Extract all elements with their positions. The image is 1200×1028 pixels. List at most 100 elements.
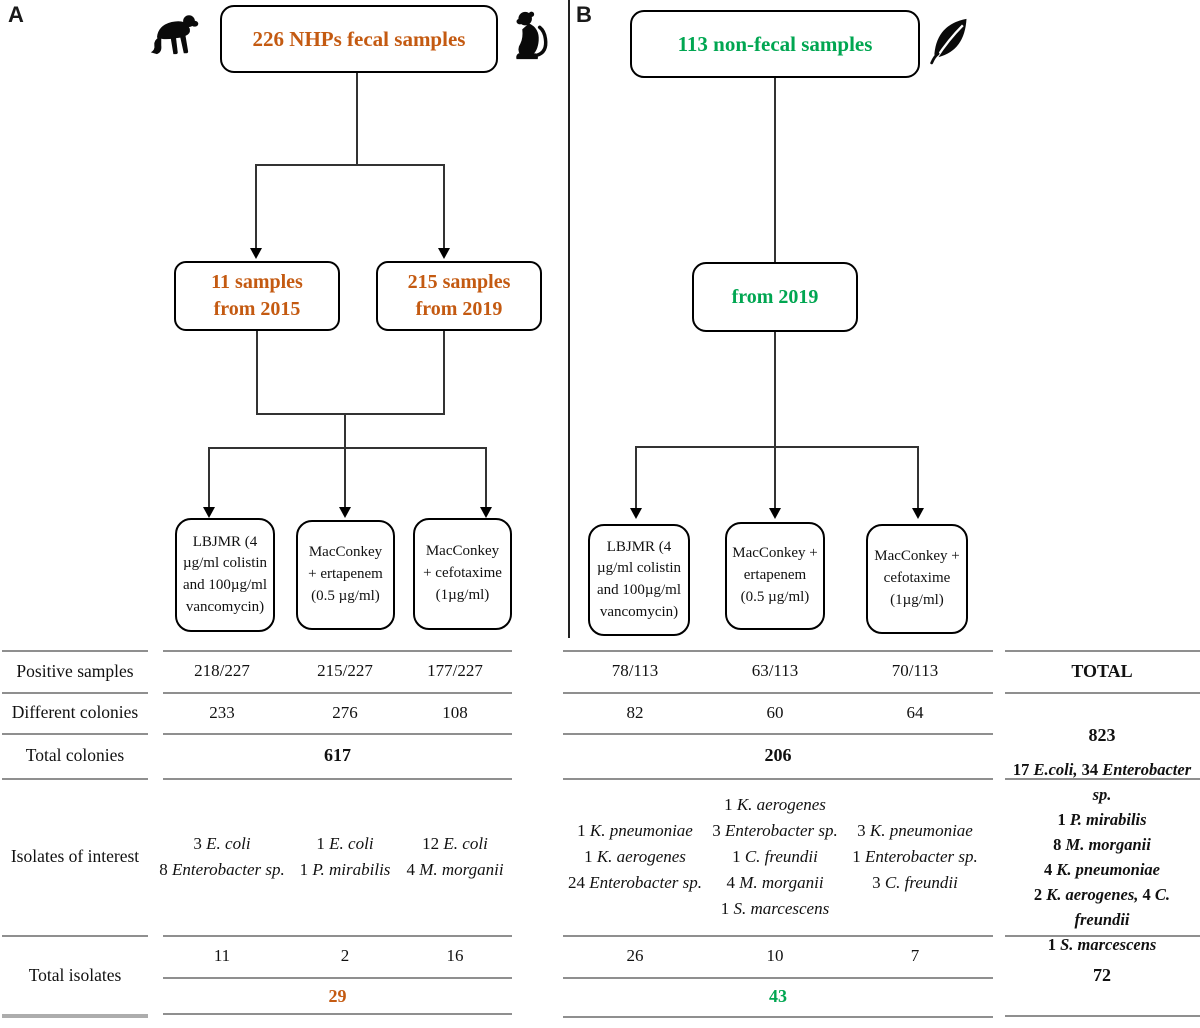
table-rule: [2, 733, 148, 735]
table-rule: [2, 692, 148, 694]
total-colonies-grand: 823: [1088, 724, 1116, 745]
row-label-total-isolates: Total isolates: [28, 964, 122, 985]
row-label-total-colonies: Total colonies: [25, 745, 125, 765]
leaf-icon: [930, 18, 967, 65]
table-rule: [563, 1016, 993, 1018]
table-cell: 215/227: [317, 661, 373, 680]
connector-line: [917, 446, 919, 508]
connector-line: [255, 164, 257, 248]
row-label-different-colonies: Different colonies: [11, 702, 139, 722]
panel-a-media-lbjmr-text: LBJMR (4 µg/ml colistin and 100µg/ml van…: [182, 533, 268, 615]
table-rule: [563, 778, 993, 780]
table-rule: [1005, 935, 1200, 937]
panel-b-isolates-sum: 43: [769, 985, 787, 1006]
arrowhead: [202, 507, 215, 518]
panel-b-media-cefotaxime-text: MacConkey + cefotaxime (1µg/ml): [874, 548, 960, 608]
table-rule: [1005, 692, 1200, 694]
total-column-header: TOTAL: [1071, 660, 1133, 681]
panel-b-media-ertapenem-text: MacConkey + ertapenem (0.5 µg/ml): [732, 545, 818, 605]
arrowhead: [338, 507, 351, 518]
table-cell: 82: [626, 702, 644, 722]
panel-a-source-text: 226 NHPs fecal samples: [252, 26, 466, 51]
connector-line: [774, 78, 776, 262]
arrowhead: [479, 507, 492, 518]
table-rule: [563, 650, 993, 652]
table-cell: 2: [340, 946, 350, 965]
table-cell: 7: [910, 946, 920, 965]
connector-line: [208, 447, 210, 507]
total-isolates-list: 17 E.coli, 34 Enterobacter sp. 1 P. mirab…: [1012, 759, 1192, 954]
table-cell: 26: [626, 946, 644, 965]
connector-line: [635, 446, 919, 448]
isolates-cell: 12 E. coli 4 M. morganii: [406, 833, 504, 879]
connector-line: [774, 446, 776, 508]
panel-b-year-text: from 2019: [731, 285, 819, 308]
panel-b-media-box-cefotaxime: MacConkey + cefotaxime (1µg/ml): [866, 524, 968, 634]
arrowhead: [249, 248, 262, 259]
row-label-isolates-of-interest: Isolates of interest: [10, 846, 140, 866]
table-cell: 177/227: [427, 661, 483, 680]
isolates-cell: 3 E. coli 8 Enterobacter sp.: [159, 833, 285, 879]
table-rule: [163, 935, 512, 937]
table-rule: [163, 977, 512, 979]
table-rule: [163, 1013, 512, 1015]
panel-a-media-box-cefotaxime: MacConkey + cefotaxime (1µg/ml): [413, 518, 512, 630]
table-cell: 64: [906, 702, 924, 722]
panel-b-source-text: 113 non-fecal samples: [677, 31, 873, 56]
table-rule: [2, 1014, 148, 1018]
table-rule: [1005, 1015, 1200, 1017]
panel-b-year-box: from 2019: [692, 262, 858, 332]
table-cell: 11: [213, 946, 231, 965]
table-rule: [563, 935, 993, 937]
panel-b-media-lbjmr-text: LBJMR (4 µg/ml colistin and 100µg/ml van…: [596, 538, 682, 620]
connector-line: [485, 447, 487, 507]
table-rule: [563, 977, 993, 979]
isolates-cell: 3 K. pneumoniae 1 Enterobacter sp. 3 C. fr…: [852, 820, 978, 892]
isolates-cell: 1 E. coli 1 P. mirabilis: [299, 833, 391, 879]
connector-line: [256, 331, 258, 415]
panel-a-media-box-ertapenem: MacConkey + ertapenem (0.5 µg/ml): [296, 520, 395, 630]
panel-a-total-colonies: 617: [324, 745, 351, 765]
connector-line: [208, 447, 486, 449]
isolates-cell: 1 K. pneumoniae 1 K. aerogenes 24 Enteroba…: [568, 820, 702, 892]
connector-line: [443, 331, 445, 415]
table-rule: [163, 733, 512, 735]
connector-line: [443, 164, 445, 248]
connector-line: [256, 413, 445, 415]
chimpanzee-icon: [150, 15, 199, 55]
arrowhead: [768, 508, 781, 519]
table-cell: 233: [209, 702, 235, 722]
table-cell: 108: [442, 702, 468, 722]
panel-a-source-box: 226 NHPs fecal samples: [220, 5, 498, 73]
panel-b-source-box: 113 non-fecal samples: [630, 10, 920, 78]
table-rule: [163, 650, 512, 652]
grand-total-isolates: 72: [1093, 964, 1111, 985]
panel-b-label: B: [576, 2, 592, 27]
panel-a-media-box-lbjmr: LBJMR (4 µg/ml colistin and 100µg/ml van…: [175, 518, 275, 632]
table-rule: [563, 733, 993, 735]
table-rule: [563, 692, 993, 694]
table-rule: [1005, 650, 1200, 652]
panel-a-year-box-2015: 11 samples from 2015: [174, 261, 340, 331]
isolates-cell: 1 K. aerogenes 3 Enterobacter sp. 1 C. fre…: [712, 794, 838, 918]
panel-a-year-box-2019: 215 samples from 2019: [376, 261, 542, 331]
table-cell: 16: [446, 946, 464, 965]
table-cell: 276: [332, 702, 358, 722]
panel-a-media-ertapenem-text: MacConkey + ertapenem (0.5 µg/ml): [308, 544, 383, 604]
panel-a-label: A: [8, 2, 24, 27]
table-rule: [2, 935, 148, 937]
panel-a-media-cefotaxime-text: MacConkey + cefotaxime (1µg/ml): [423, 543, 502, 603]
table-rule: [2, 778, 148, 780]
connector-line: [255, 164, 445, 166]
panel-b-media-box-lbjmr: LBJMR (4 µg/ml colistin and 100µg/ml van…: [588, 524, 690, 636]
table-rule: [163, 778, 512, 780]
panel-b-media-box-ertapenem: MacConkey + ertapenem (0.5 µg/ml): [725, 522, 825, 630]
connector-line: [356, 73, 358, 165]
arrowhead: [629, 508, 642, 519]
table-rule: [2, 650, 148, 652]
table-cell: 78/113: [611, 661, 659, 680]
arrowhead: [437, 248, 450, 259]
connector-line: [635, 446, 637, 508]
panel-a-year-2019-text: 215 samples from 2019: [407, 271, 511, 320]
